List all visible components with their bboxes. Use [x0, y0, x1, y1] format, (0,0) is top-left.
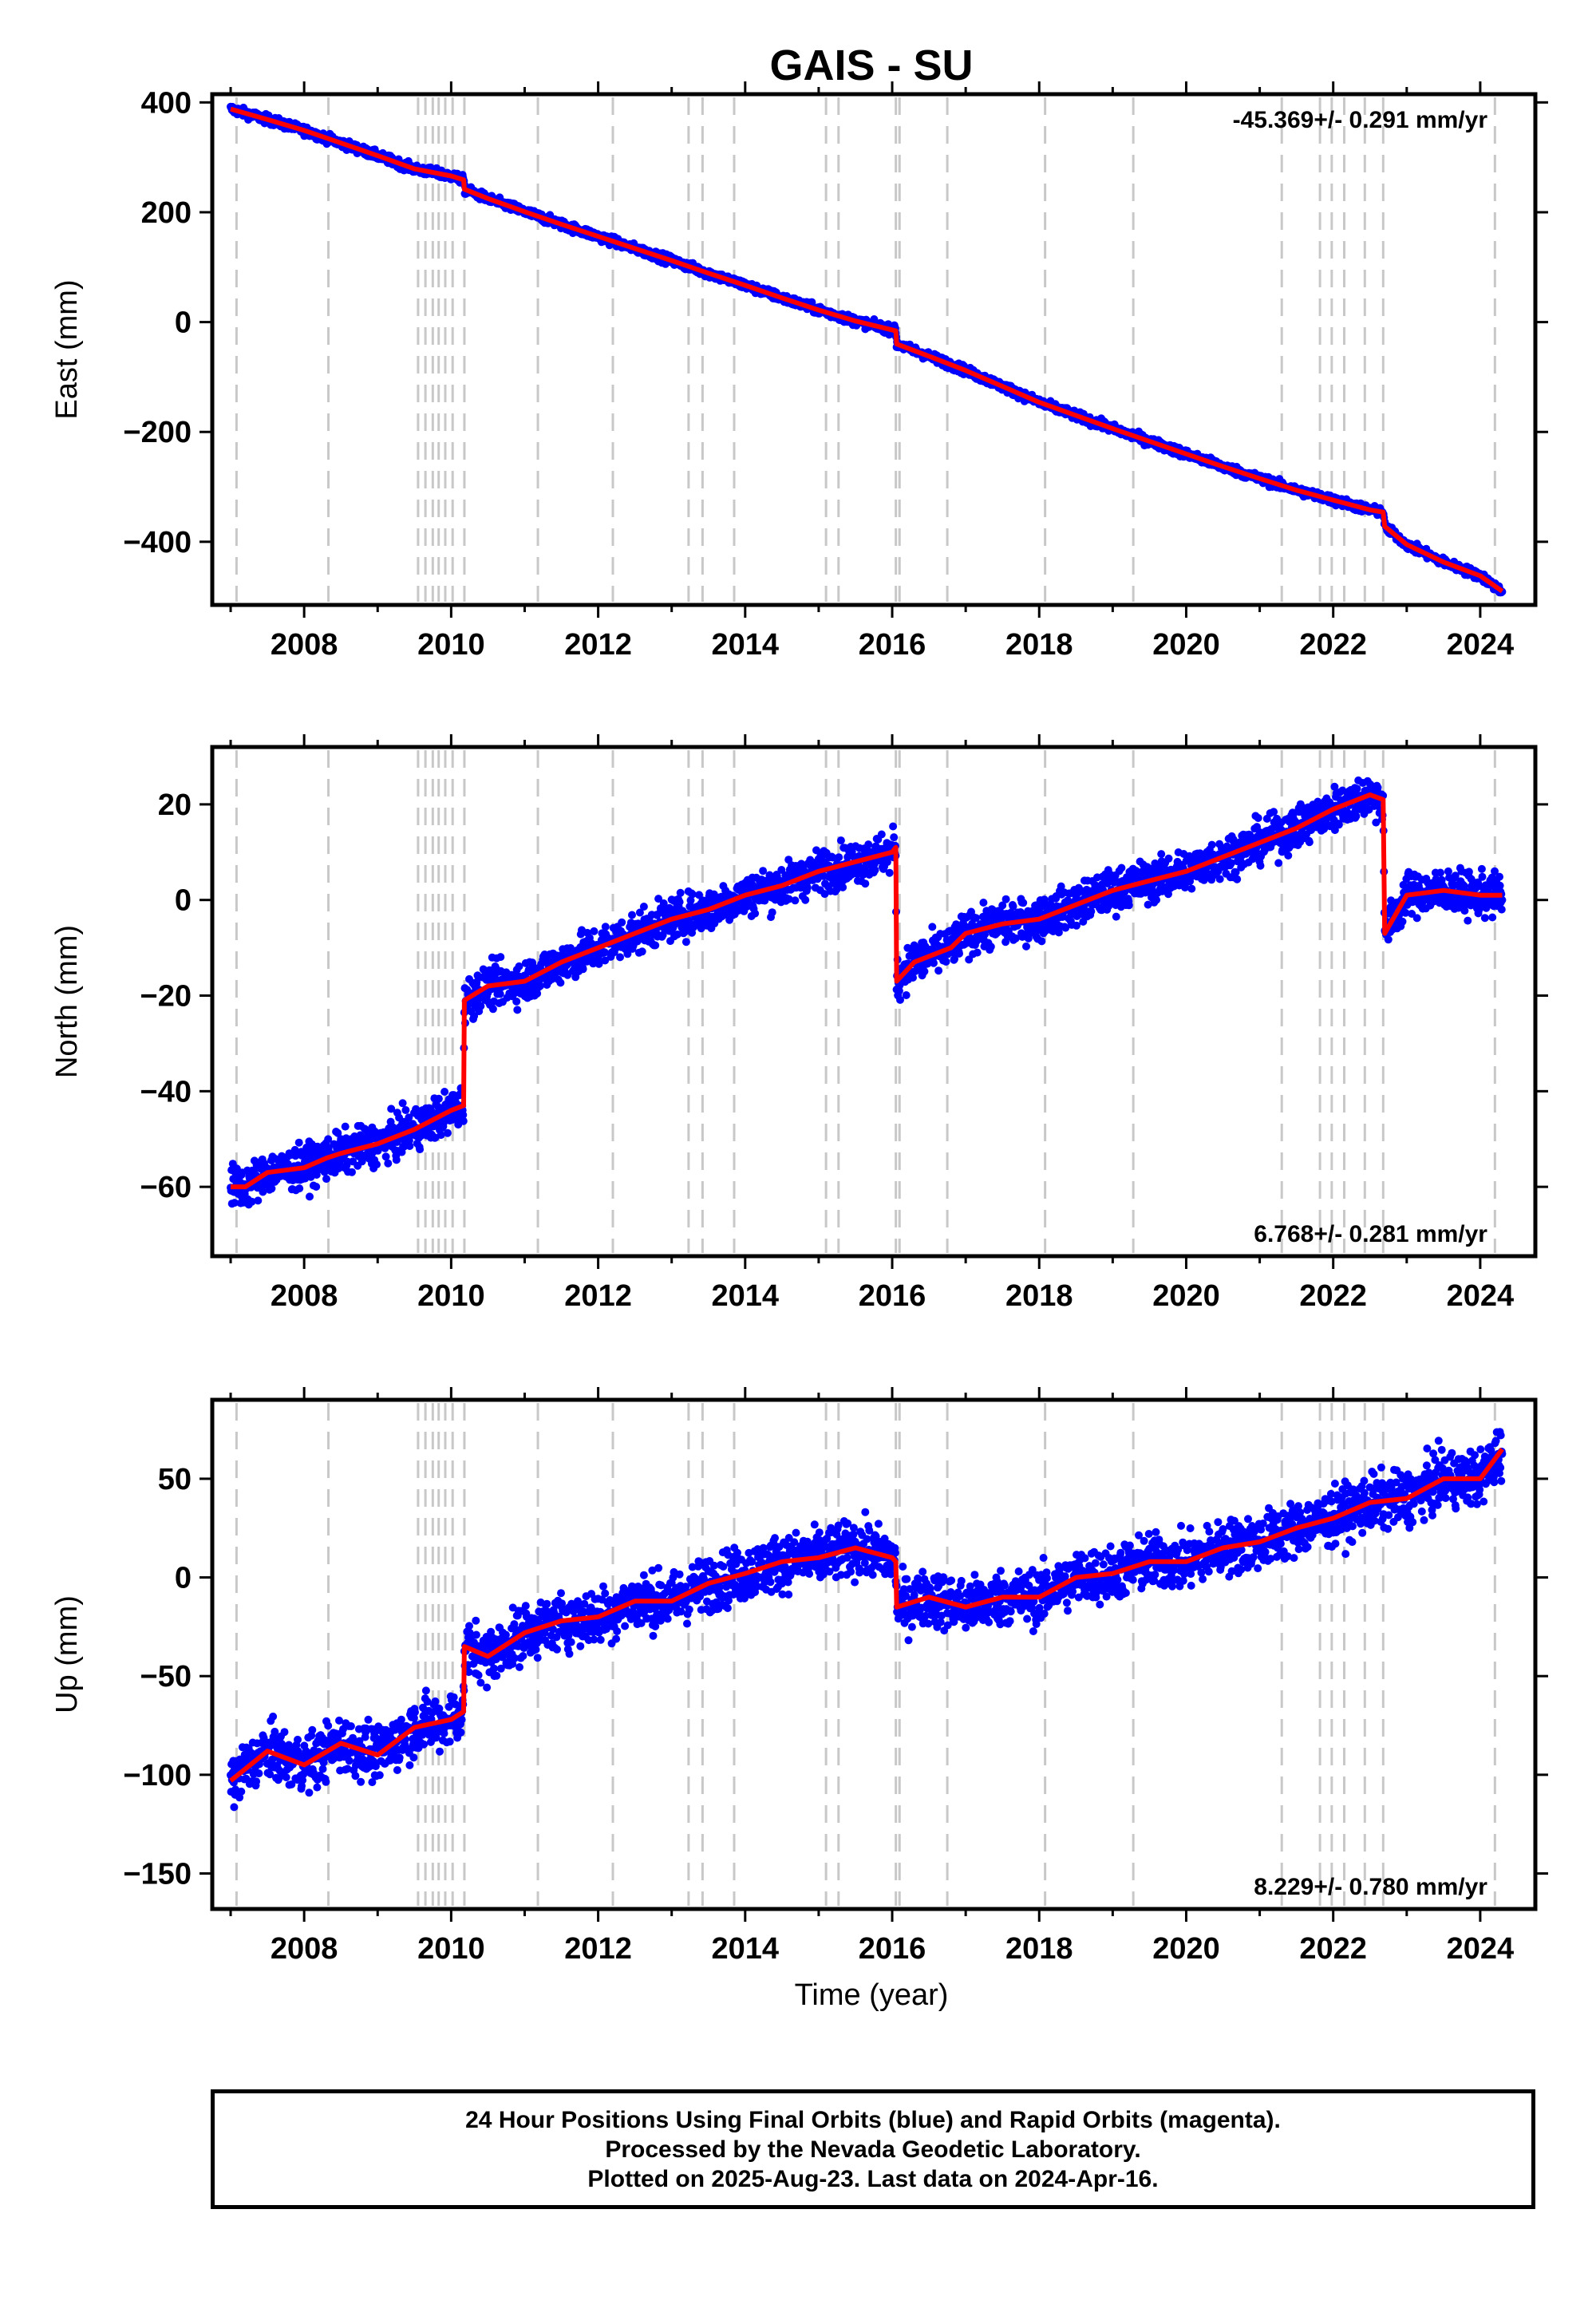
data-point: [254, 1196, 263, 1205]
data-point: [877, 830, 886, 839]
data-point: [676, 888, 685, 897]
data-point: [392, 1156, 401, 1164]
data-point: [496, 953, 505, 962]
x-tick-label: 2024: [1447, 628, 1515, 662]
data-point: [920, 967, 929, 976]
data-point: [651, 941, 660, 950]
data-point: [979, 899, 988, 907]
data-point: [768, 908, 776, 917]
x-tick-label: 2014: [712, 628, 780, 662]
data-point: [556, 978, 565, 987]
data-point: [759, 867, 768, 875]
data-point: [889, 822, 898, 831]
y-tick-label: 0: [175, 306, 192, 340]
data-point: [885, 868, 894, 877]
data-point: [513, 1006, 522, 1014]
data-point: [440, 1088, 449, 1096]
x-tick-label: 2018: [1005, 628, 1073, 662]
north-panel: 2008 2010 2012 2014 2016 2018 2020 2022 2024200−…: [50, 734, 1548, 1313]
data-point: [801, 895, 810, 904]
data-point: [341, 1122, 350, 1131]
data-point: [398, 1099, 407, 1108]
data-point: [902, 991, 911, 999]
data-point: [590, 927, 598, 935]
data-point: [401, 1106, 410, 1114]
data-point: [638, 947, 646, 956]
chart-title: GAIS - SU: [769, 41, 973, 89]
data-point: [618, 918, 626, 927]
data-point: [416, 1145, 425, 1154]
y-tick-label: 200: [141, 196, 192, 230]
data-point: [628, 911, 636, 919]
data-point: [459, 1117, 468, 1125]
data-point: [751, 909, 760, 918]
data-point: [294, 1138, 303, 1147]
data-point: [434, 1094, 443, 1103]
data-point: [348, 1168, 356, 1176]
data-point: [928, 923, 937, 931]
daily-position-points: [227, 102, 1507, 597]
data-point: [1087, 907, 1096, 915]
data-point: [306, 1192, 314, 1201]
data-point: [639, 903, 648, 911]
data-point: [1037, 937, 1046, 946]
y-tick-label: −400: [123, 526, 192, 559]
y-tick-label: 400: [141, 86, 192, 120]
data-point: [955, 949, 963, 958]
data-point: [890, 833, 899, 842]
data-point: [496, 990, 504, 998]
data-point: [861, 879, 870, 888]
x-tick-label: 2020: [1152, 628, 1220, 662]
x-tick-label: 2008: [271, 628, 338, 662]
data-point: [973, 948, 982, 957]
data-point: [681, 938, 690, 947]
data-point: [942, 958, 950, 966]
data-point: [601, 923, 610, 931]
data-point: [934, 966, 943, 975]
data-point: [373, 1160, 381, 1169]
data-point: [986, 943, 995, 951]
data-point: [512, 997, 521, 1006]
data-point: [871, 866, 879, 875]
data-point: [322, 1175, 330, 1184]
data-point: [835, 853, 843, 862]
x-tick-label: 2022: [1299, 628, 1367, 662]
data-point: [864, 840, 873, 849]
velocity-annotation: -45.369+/- 0.291 mm/yr: [1233, 107, 1488, 133]
data-point: [488, 1005, 497, 1014]
data-point: [1001, 895, 1010, 903]
data-point: [1073, 921, 1080, 930]
x-tick-label: 2012: [564, 628, 632, 662]
data-point: [295, 1184, 304, 1193]
y-axis-label: East (mm): [50, 279, 84, 419]
data-point: [443, 1128, 452, 1137]
x-tick-label: 2016: [859, 628, 926, 662]
data-point: [803, 883, 812, 892]
data-point: [791, 896, 800, 905]
model-fit-line: [230, 106, 1504, 594]
data-point: [839, 883, 847, 891]
y-tick-label: −200: [123, 416, 192, 449]
data-point: [312, 1183, 321, 1191]
data-point: [1022, 942, 1030, 951]
data-point: [384, 1159, 393, 1168]
data-point: [836, 836, 845, 845]
east-panel: 2008 2010 2012 2014 2016 2018 2020 2022 2024 400 2…: [50, 81, 1548, 662]
data-point: [616, 953, 624, 962]
data-point: [675, 898, 684, 907]
x-tick-label: 2010: [417, 628, 485, 662]
data-point: [405, 1142, 414, 1150]
data-point: [579, 965, 587, 974]
data-point: [1019, 899, 1028, 907]
